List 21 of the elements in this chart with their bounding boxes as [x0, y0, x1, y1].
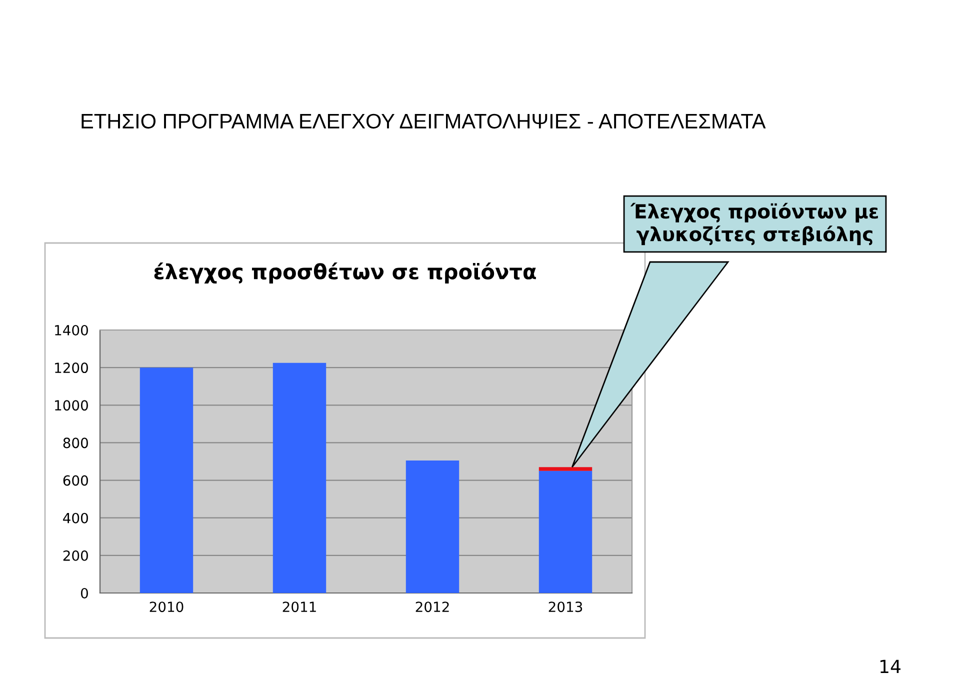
x-tick-label: 2012: [416, 602, 449, 612]
bar: [406, 460, 460, 593]
chart-title: ΕΤΗΣΙΟ ΠΡΟΓΡΑΜΜΑ ΕΛΕΓΧΟΥ ΔΕΙΓΜΑΤΟΛΗΨΙΕΣ - ΑΠΟΤΕΛΕΣΜΑΤΑ: [82, 114, 766, 129]
text: 14: [880, 660, 900, 673]
y-tick-label: 600: [63, 475, 88, 486]
bar: [272, 362, 326, 593]
bar: [538, 467, 592, 471]
y-tick-label: 400: [63, 512, 88, 524]
y-tick-label: 200: [63, 550, 88, 561]
y-tick-label: 800: [63, 438, 88, 448]
y-tick-label: 0: [80, 588, 88, 598]
x-tick-label: 2010: [150, 602, 184, 612]
y-tick-label: 1200: [55, 362, 88, 374]
chart-subtitle: έλεγχος προσθέτων σε προϊόντα: [154, 262, 536, 284]
bar: [538, 470, 592, 593]
y-tick-label: 1000: [55, 400, 88, 411]
bar: [140, 368, 194, 593]
x-tick-label: 2013: [548, 602, 582, 612]
text: Έλεγχος προϊόντων με γλυκοζίτες στεβιόλης: [630, 202, 878, 246]
x-tick-label: 2011: [282, 602, 316, 612]
y-tick-label: 1400: [55, 324, 88, 336]
